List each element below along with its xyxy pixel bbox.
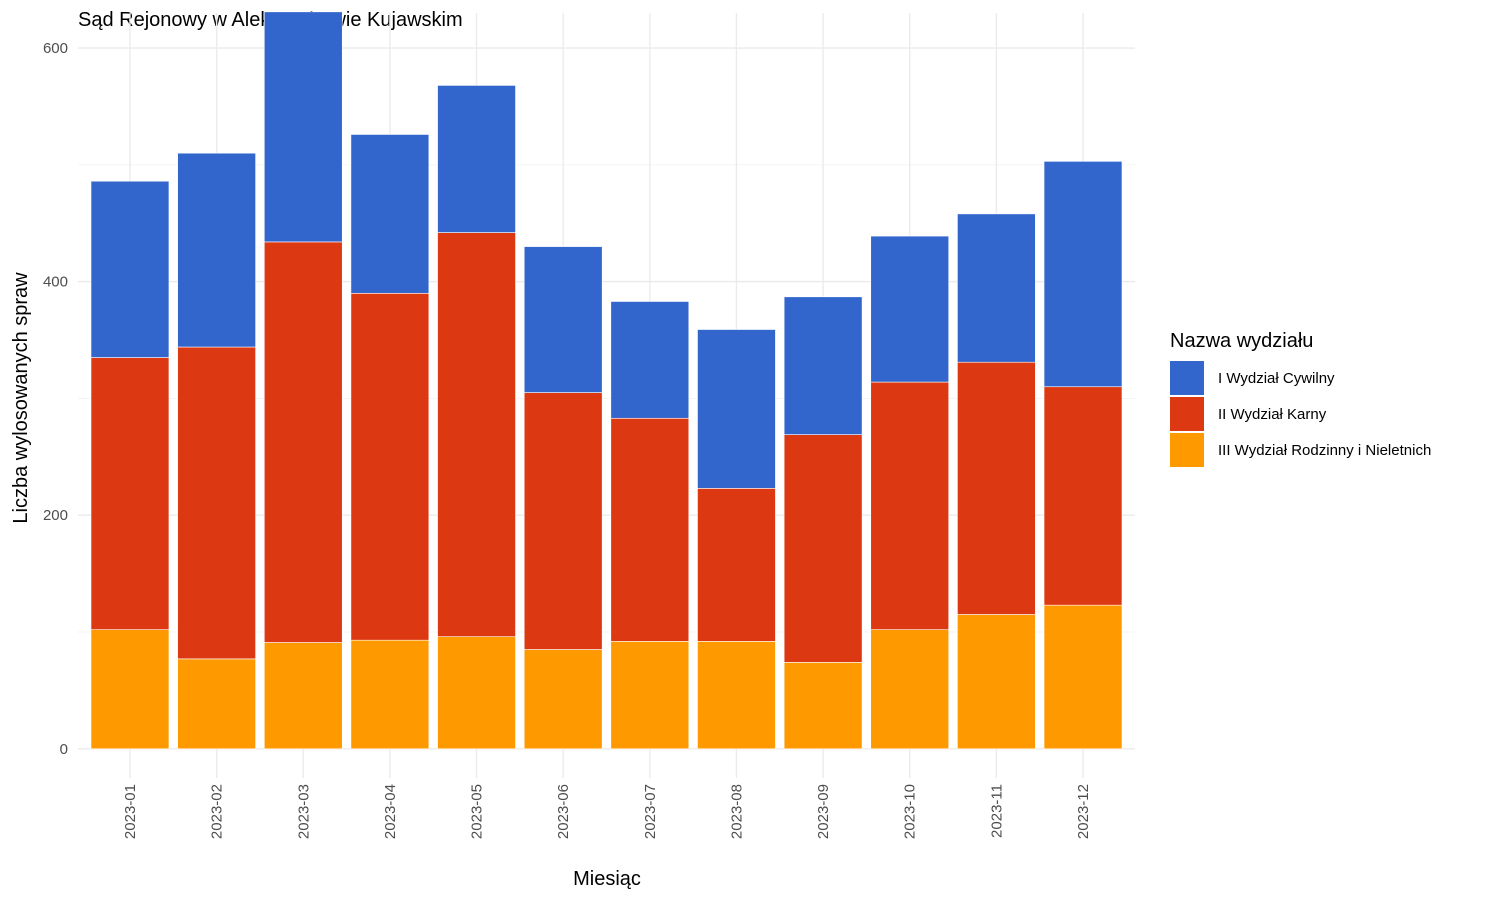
y-tick-label: 0 bbox=[60, 741, 68, 758]
x-tick-label: 2023-12 bbox=[1075, 784, 1092, 839]
x-tick-label: 2023-01 bbox=[122, 784, 139, 839]
bar-segment bbox=[437, 232, 516, 637]
y-axis-title: Liczba wylosowanych spraw bbox=[10, 272, 32, 524]
bar-segment bbox=[523, 246, 603, 393]
bar-segment bbox=[870, 629, 950, 750]
bar-segment bbox=[523, 392, 603, 650]
bar-segment bbox=[90, 180, 170, 358]
legend-swatch bbox=[1170, 361, 1204, 395]
bar-segment bbox=[90, 357, 170, 630]
bar-segment bbox=[350, 134, 430, 294]
x-tick-label: 2023-08 bbox=[728, 784, 745, 839]
bar-stack bbox=[870, 235, 950, 750]
bar-segment bbox=[263, 241, 343, 643]
bar-segment bbox=[1043, 386, 1123, 606]
legend-item: III Wydział Rodzinny i Nieletnich bbox=[1170, 433, 1431, 467]
bar-stack bbox=[610, 301, 690, 750]
bar-segment bbox=[437, 636, 516, 750]
x-tick-label: 2023-05 bbox=[469, 784, 486, 839]
bar-stack bbox=[177, 152, 256, 750]
bar-segment bbox=[350, 639, 430, 750]
bar-stack bbox=[350, 134, 430, 750]
bar-stack bbox=[90, 180, 170, 750]
bar-segment bbox=[523, 649, 603, 750]
bar-segment bbox=[957, 361, 1036, 615]
x-tick-label: 2023-11 bbox=[988, 784, 1005, 838]
bar-stack bbox=[263, 11, 343, 750]
x-tick-label: 2023-09 bbox=[815, 784, 832, 839]
legend-title: Nazwa wydziału bbox=[1170, 330, 1313, 352]
bar-segment bbox=[783, 662, 863, 750]
bar-segment bbox=[610, 641, 690, 750]
bars bbox=[90, 11, 1123, 750]
bar-segment bbox=[177, 658, 256, 750]
bar-segment bbox=[263, 11, 343, 243]
x-tick-label: 2023-10 bbox=[902, 784, 919, 839]
x-tick-label: 2023-04 bbox=[382, 784, 399, 839]
bar-segment bbox=[783, 296, 863, 435]
legend-label: I Wydział Cywilny bbox=[1218, 370, 1335, 387]
x-axis-title: Miesiąc bbox=[573, 868, 641, 890]
bar-segment bbox=[870, 381, 950, 630]
bar-segment bbox=[697, 641, 776, 750]
bar-segment bbox=[1043, 604, 1123, 750]
legend-swatch bbox=[1170, 433, 1204, 467]
x-tick-label: 2023-06 bbox=[555, 784, 572, 839]
bar-segment bbox=[1043, 161, 1123, 388]
bar-stack bbox=[783, 296, 863, 750]
bar-stack bbox=[437, 85, 516, 750]
x-tick-label: 2023-07 bbox=[642, 784, 659, 839]
bar-stack bbox=[1043, 161, 1123, 750]
bar-segment bbox=[177, 152, 256, 348]
bar-segment bbox=[350, 293, 430, 641]
bar-segment bbox=[870, 235, 950, 383]
x-tick-label: 2023-02 bbox=[209, 784, 226, 839]
legend-swatch bbox=[1170, 397, 1204, 431]
bar-segment bbox=[783, 434, 863, 663]
legend-label: II Wydział Karny bbox=[1218, 406, 1327, 423]
bar-segment bbox=[957, 213, 1036, 363]
y-tick-label: 400 bbox=[43, 274, 68, 291]
legend-item: II Wydział Karny bbox=[1170, 397, 1327, 431]
legend: Nazwa wydziału I Wydział Cywilny II Wydzi… bbox=[1170, 330, 1431, 467]
x-tick-label: 2023-03 bbox=[295, 784, 312, 839]
bar-segment bbox=[610, 417, 690, 642]
legend-items: I Wydział Cywilny II Wydział Karny III Wyd… bbox=[1170, 361, 1431, 467]
legend-label: III Wydział Rodzinny i Nieletnich bbox=[1218, 442, 1431, 459]
y-tick-label: 200 bbox=[43, 507, 68, 524]
bar-segment bbox=[697, 488, 776, 642]
bar-segment bbox=[697, 329, 776, 489]
bar-stack bbox=[697, 329, 776, 750]
bar-segment bbox=[263, 642, 343, 750]
y-tick-label: 600 bbox=[43, 40, 68, 57]
legend-item: I Wydział Cywilny bbox=[1170, 361, 1335, 395]
y-axis-ticks: 0 200 400 600 bbox=[43, 40, 68, 758]
bar-segment bbox=[90, 629, 170, 750]
bar-segment bbox=[437, 85, 516, 233]
bar-segment bbox=[177, 346, 256, 660]
bar-segment bbox=[957, 614, 1036, 750]
bar-stack bbox=[523, 246, 603, 750]
x-axis-ticks: 2023-01 2023-02 2023-03 2023-04 2023-05 2023-… bbox=[122, 784, 1092, 839]
bar-stack bbox=[957, 213, 1036, 750]
bar-segment bbox=[610, 301, 690, 419]
